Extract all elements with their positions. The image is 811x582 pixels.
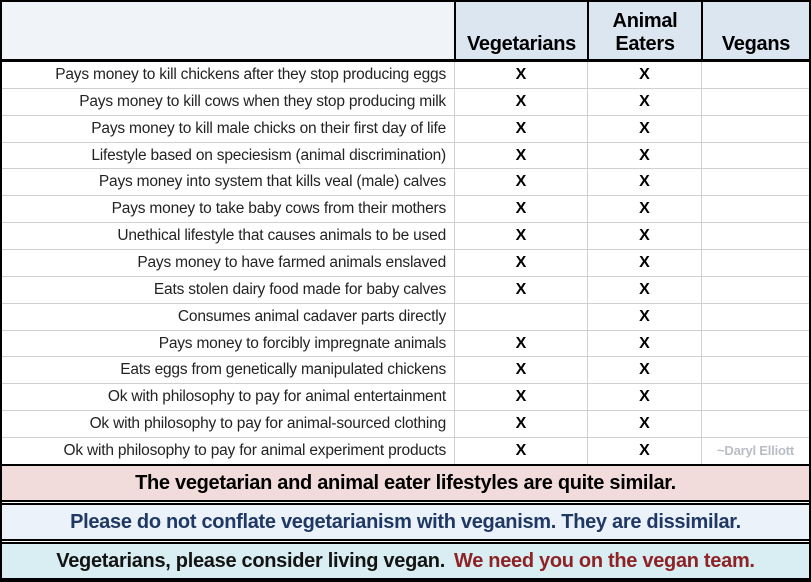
banner-lifestyles-similar: The vegetarian and animal eater lifestyl… — [2, 464, 809, 502]
table-row: Pays money to kill male chicks on their … — [2, 114, 809, 142]
banner-lifestyles-similar-text: The vegetarian and animal eater lifestyl… — [135, 471, 676, 494]
table-row: Ok with philosophy to pay for animal exp… — [2, 437, 809, 464]
table-row: Pays money to kill chickens after they s… — [2, 62, 809, 88]
mark-vegetarians: X — [454, 223, 587, 250]
mark-animal-eaters: X — [587, 357, 701, 384]
mark-vegans — [701, 223, 809, 250]
mark-vegans — [701, 384, 809, 411]
row-label: Pays money to take baby cows from their … — [111, 200, 447, 218]
banner-vegan-team-primary-text: Vegetarians, please consider living vega… — [56, 549, 445, 572]
mark-vegetarians: X — [454, 169, 587, 196]
row-label: Ok with philosophy to pay for animal ent… — [107, 388, 446, 406]
mark-animal-eaters: X — [587, 115, 701, 142]
banner-vegan-team-accent-text: We need you on the vegan team. — [453, 549, 755, 572]
table-row: Ok with philosophy to pay for animal ent… — [2, 383, 809, 411]
mark-animal-eaters: X — [587, 169, 701, 196]
mark-animal-eaters: X — [587, 142, 701, 169]
row-label: Pays money to have farmed animals enslav… — [137, 253, 446, 271]
mark-vegans — [701, 276, 809, 303]
table-row: Lifestyle based on speciesism (animal di… — [2, 141, 809, 169]
column-header-animal-eaters: Animal Eaters — [587, 2, 701, 59]
row-label: Unethical lifestyle that causes animals … — [117, 227, 446, 245]
mark-vegetarians: X — [454, 62, 587, 88]
mark-vegans — [701, 330, 809, 357]
row-label: Ok with philosophy to pay for animal-sou… — [89, 415, 447, 433]
mark-animal-eaters: X — [587, 276, 701, 303]
mark-vegetarians: X — [454, 88, 587, 115]
table-body: Pays money to kill chickens after they s… — [2, 62, 809, 464]
table-row: Pays money into system that kills veal (… — [2, 168, 809, 196]
mark-animal-eaters: X — [587, 330, 701, 357]
banner-do-not-conflate: Please do not conflate vegetarianism wit… — [2, 503, 809, 541]
row-label: Pays money to kill chickens after they s… — [55, 65, 446, 83]
banner-do-not-conflate-text: Please do not conflate vegetarianism wit… — [70, 510, 741, 533]
table-row: Unethical lifestyle that causes animals … — [2, 222, 809, 250]
mark-animal-eaters: X — [587, 88, 701, 115]
mark-vegans — [701, 88, 809, 115]
table-row: Pays money to have farmed animals enslav… — [2, 249, 809, 276]
mark-vegetarians: X — [454, 142, 587, 169]
mark-vegans — [701, 115, 809, 142]
row-label: Pays money to kill male chicks on their … — [91, 119, 446, 137]
mark-vegetarians: X — [454, 411, 587, 438]
banner-vegan-team: Vegetarians, please consider living vega… — [2, 542, 809, 580]
mark-vegetarians: X — [454, 438, 587, 464]
table-header: Vegetarians Animal Eaters Vegans — [2, 2, 809, 62]
mark-vegetarians: X — [454, 196, 587, 223]
table-row: Consumes animal cadaver parts directly X — [2, 302, 809, 330]
table-row: Pays money to forcibly impregnate animal… — [2, 329, 809, 357]
table-row: Eats eggs from genetically manipulated c… — [2, 356, 809, 384]
mark-vegetarians: X — [454, 384, 587, 411]
mark-vegans — [701, 142, 809, 169]
header-corner-cell — [2, 2, 454, 59]
column-header-vegetarians: Vegetarians — [454, 2, 587, 59]
row-label: Pays money into system that kills veal (… — [98, 173, 446, 191]
row-label: Lifestyle based on speciesism (animal di… — [91, 146, 446, 164]
row-label: Eats stolen dairy food made for baby cal… — [153, 280, 446, 298]
table-row: Eats stolen dairy food made for baby cal… — [2, 275, 809, 303]
mark-animal-eaters: X — [587, 250, 701, 276]
mark-vegans — [701, 196, 809, 223]
mark-vegans — [701, 169, 809, 196]
row-label: Consumes animal cadaver parts directly — [177, 307, 446, 325]
row-label: Eats eggs from genetically manipulated c… — [120, 361, 446, 379]
mark-vegans — [701, 303, 809, 330]
row-label: Pays money to forcibly impregnate animal… — [158, 334, 446, 352]
mark-animal-eaters: X — [587, 303, 701, 330]
mark-vegans — [701, 250, 809, 276]
mark-vegetarians: X — [454, 357, 587, 384]
mark-vegetarians: X — [454, 250, 587, 276]
mark-vegetarians: X — [454, 276, 587, 303]
mark-vegans — [701, 62, 809, 88]
mark-vegans — [701, 357, 809, 384]
mark-vegetarians — [454, 303, 587, 330]
mark-vegetarians: X — [454, 115, 587, 142]
mark-vegetarians: X — [454, 330, 587, 357]
table-row: Pays money to take baby cows from their … — [2, 195, 809, 223]
row-label: Ok with philosophy to pay for animal exp… — [63, 441, 446, 459]
mark-animal-eaters: X — [587, 196, 701, 223]
column-header-vegans: Vegans — [701, 2, 809, 59]
mark-animal-eaters: X — [587, 411, 701, 438]
attribution-text: ~Daryl Elliott — [701, 438, 809, 464]
mark-animal-eaters: X — [587, 438, 701, 464]
mark-vegans — [701, 411, 809, 438]
mark-animal-eaters: X — [587, 62, 701, 88]
row-label: Pays money to kill cows when they stop p… — [79, 92, 446, 110]
table-row: Ok with philosophy to pay for animal-sou… — [2, 410, 809, 438]
mark-animal-eaters: X — [587, 223, 701, 250]
table-row: Pays money to kill cows when they stop p… — [2, 87, 809, 115]
mark-animal-eaters: X — [587, 384, 701, 411]
